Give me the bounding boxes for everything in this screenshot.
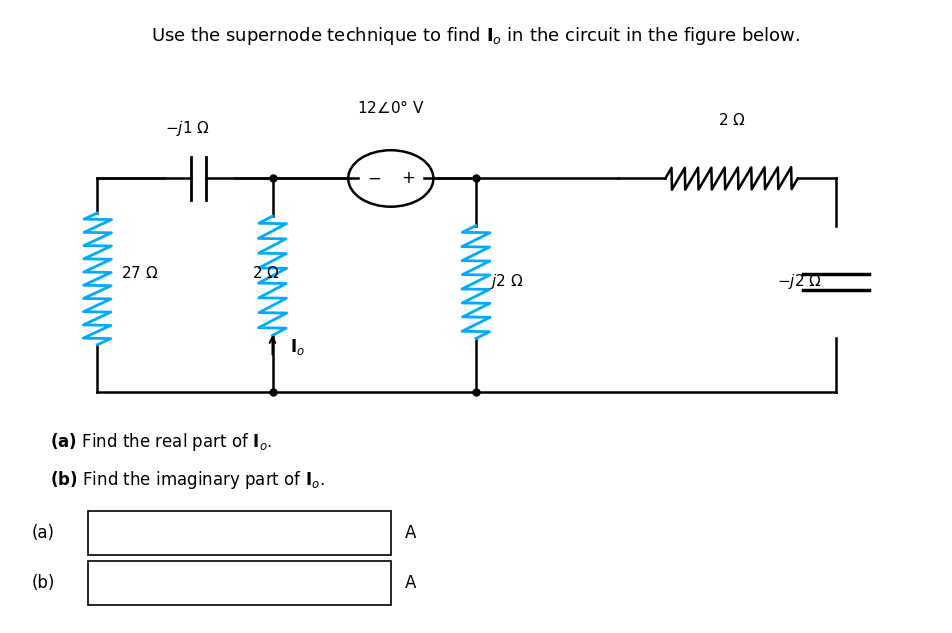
FancyBboxPatch shape	[88, 511, 391, 555]
Text: A: A	[405, 524, 416, 542]
Text: $27\ \Omega$: $27\ \Omega$	[121, 265, 159, 280]
Text: −: −	[367, 170, 381, 187]
Text: $j2\ \Omega$: $j2\ \Omega$	[490, 272, 524, 291]
Text: $12\angle 0°\ \mathrm{V}$: $12\angle 0°\ \mathrm{V}$	[357, 99, 425, 116]
Text: $-j2\ \Omega$: $-j2\ \Omega$	[777, 272, 823, 291]
Text: (a): (a)	[31, 524, 54, 542]
Text: $\mathbf{(a)}$ Find the real part of $\mathbf{I}_o$.: $\mathbf{(a)}$ Find the real part of $\m…	[50, 431, 272, 453]
Text: (b): (b)	[31, 574, 54, 592]
Text: $\mathbf{I}_o$: $\mathbf{I}_o$	[289, 337, 305, 356]
Text: A: A	[405, 574, 416, 592]
Text: $\mathbf{(b)}$ Find the imaginary part of $\mathbf{I}_o$.: $\mathbf{(b)}$ Find the imaginary part o…	[50, 468, 325, 491]
Text: $2\ \Omega$: $2\ \Omega$	[251, 265, 280, 280]
Text: $2\ \Omega$: $2\ \Omega$	[718, 112, 745, 128]
Text: +: +	[401, 170, 415, 187]
Text: $-j1\ \Omega$: $-j1\ \Omega$	[165, 118, 209, 138]
FancyBboxPatch shape	[88, 561, 391, 605]
Text: Use the supernode technique to find $\mathbf{I}_o$ in the circuit in the figure : Use the supernode technique to find $\ma…	[151, 25, 801, 47]
